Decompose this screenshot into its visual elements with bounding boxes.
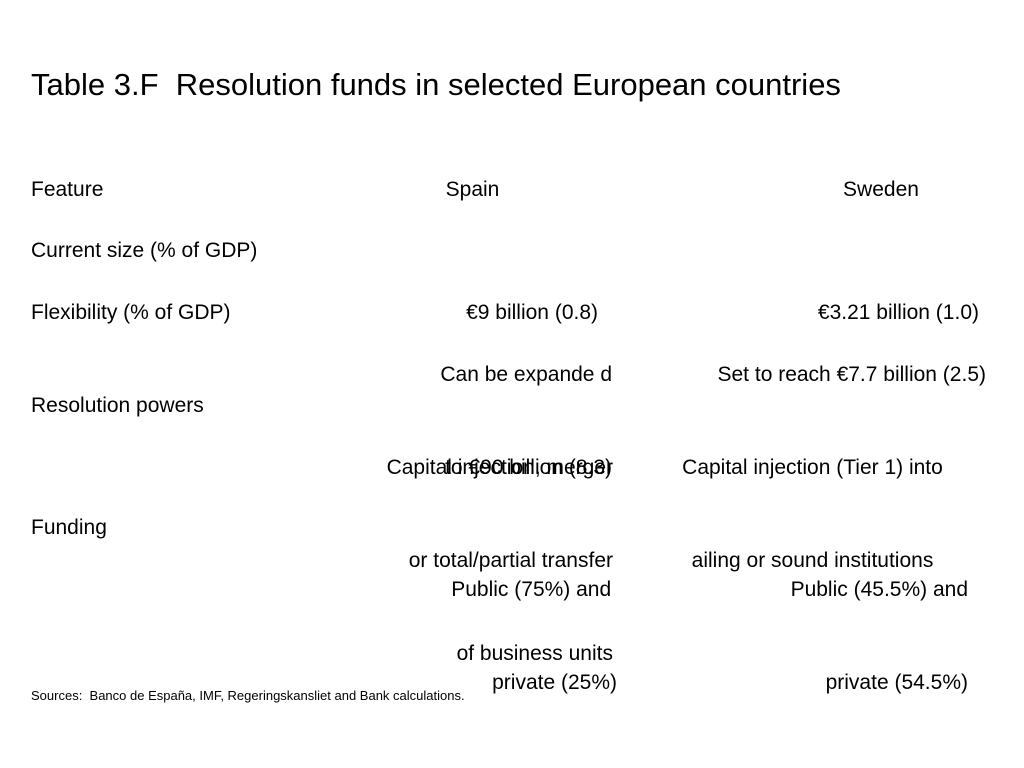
- spain-resolution-powers: Capital injection, merger or total/parti…: [320, 390, 613, 700]
- spain-resolution-powers-line-1: Capital injection, merger: [386, 456, 613, 479]
- sweden-resolution-powers-line-1: Capital injection (Tier 1) into: [682, 456, 943, 479]
- sweden-current-size: €3.21 billion (1.0): [740, 235, 979, 359]
- spain-resolution-powers-line-2: or total/partial transfer: [408, 549, 613, 572]
- row-feature-funding: Funding: [31, 516, 107, 539]
- header-sweden: Sweden: [843, 178, 919, 201]
- row-feature-current-size: Current size (% of GDP): [31, 239, 258, 262]
- header-spain: Spain: [445, 178, 500, 201]
- spain-flexibility: Can be expande d to €90 billion (8.3): [380, 297, 612, 514]
- spain-flexibility-line-2: to €90 billion (8.3): [445, 456, 612, 479]
- sweden-flexibility-line: Set to reach €7.7 billion (2.5): [717, 363, 987, 386]
- sweden-funding-line-2: private (54.5%): [825, 671, 968, 694]
- spain-funding-line-1: Public (75%) and: [451, 578, 617, 601]
- sweden-funding-line-1: Public (45.5%) and: [790, 578, 968, 601]
- spain-funding-line-2: private (25%): [492, 671, 617, 694]
- row-feature-flexibility: Flexibility (% of GDP): [31, 301, 231, 324]
- sweden-resolution-powers-line-2: ailing or sound institutions: [691, 549, 934, 572]
- spain-flexibility-line-1: Can be expande d: [440, 363, 612, 386]
- sweden-flexibility: Set to reach €7.7 billion (2.5): [640, 297, 987, 421]
- row-feature-resolution-powers: Resolution powers: [31, 394, 204, 417]
- slide-title: Table 3.F Resolution funds in selected E…: [31, 67, 841, 102]
- spain-resolution-powers-line-3: of business units: [456, 642, 613, 665]
- sweden-funding: Public (45.5%) and private (54.5%): [700, 512, 968, 729]
- sources-note: Sources: Banco de España, IMF, Regerings…: [31, 688, 465, 703]
- spain-funding: Public (75%) and private (25%): [380, 512, 617, 729]
- spain-current-size: €9 billion (0.8): [380, 235, 598, 359]
- sweden-resolution-powers: Capital injection (Tier 1) into ailing o…: [640, 390, 985, 607]
- spain-current-size-line: €9 billion (0.8): [466, 301, 598, 324]
- header-feature: Feature: [31, 178, 104, 201]
- sweden-current-size-line: €3.21 billion (1.0): [817, 301, 979, 324]
